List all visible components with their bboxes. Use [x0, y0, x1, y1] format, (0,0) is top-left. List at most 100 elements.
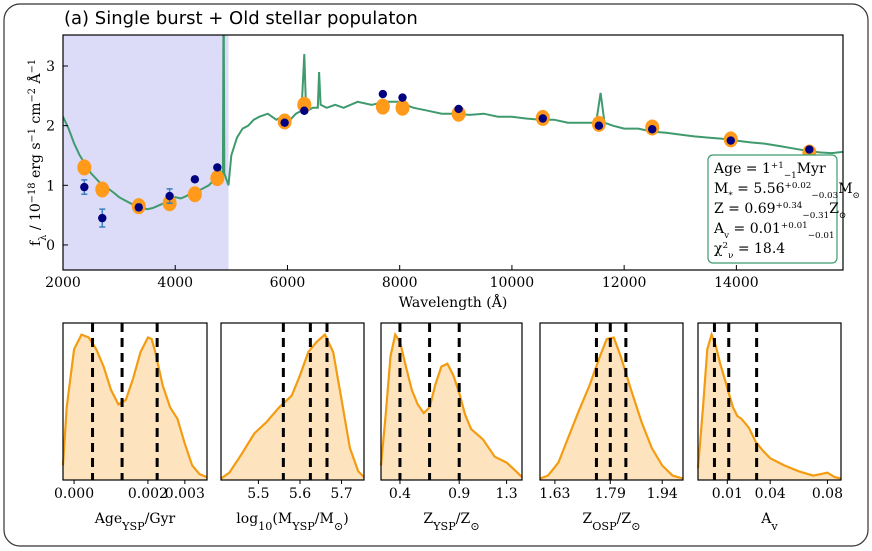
x-tick-label: 0.002	[128, 486, 168, 502]
y-tick-label: 2	[46, 119, 55, 135]
label-part: ⊙	[853, 191, 860, 201]
label-part: = 18.4	[733, 241, 785, 257]
axes-frame	[380, 322, 523, 481]
label-part: M	[714, 181, 728, 197]
label-part: (M	[272, 511, 292, 527]
label-part: YSP	[291, 520, 315, 533]
x-tick-label: 10000	[490, 275, 535, 291]
label-part: Z	[423, 511, 433, 527]
label-part: = 0.01	[729, 221, 781, 237]
x-tick-label: 6000	[270, 275, 306, 291]
label-part: Age = 1	[713, 161, 771, 177]
data-point	[805, 145, 814, 154]
x-tick-label: 0.003	[165, 486, 205, 502]
label-part: −0.31	[802, 211, 829, 221]
label-part: ⊙	[334, 520, 343, 533]
label-part: /Z	[456, 511, 471, 527]
model-point	[375, 98, 390, 115]
data-point	[165, 191, 174, 201]
x-tick-label: 1.3	[495, 486, 517, 502]
label-part: /Gyr	[145, 511, 176, 527]
density-fill	[63, 334, 207, 480]
label-part: −1	[784, 171, 797, 181]
label-part: +0.01	[781, 221, 808, 231]
data-point	[594, 121, 604, 130]
model-point	[95, 181, 110, 198]
axes-frame	[220, 322, 365, 481]
data-point	[398, 93, 407, 102]
label-part: cm	[28, 102, 44, 128]
y-axis-label: fλ / 10−18 erg s−1 cm−2 Å−1	[26, 59, 49, 246]
data-point	[280, 118, 289, 127]
label-part: +1	[771, 161, 784, 171]
x-tick-label: 0.4	[389, 486, 411, 502]
label-part: M	[838, 181, 852, 197]
label-part: χ	[714, 241, 723, 257]
axes-frame	[539, 322, 684, 481]
x-tick-label: 1.79	[595, 486, 626, 502]
label-part: −0.03	[811, 191, 838, 201]
x-axis-label: AgeYSP/Gyr	[94, 511, 176, 533]
label-part: A	[713, 221, 725, 237]
label-part: Z	[583, 511, 593, 527]
label-part: /M	[315, 511, 334, 527]
x-tick-label: 1.94	[647, 486, 678, 502]
label-part: Z	[829, 201, 839, 217]
label-part: *	[728, 191, 733, 201]
x-tick-label: 4000	[157, 275, 193, 291]
x-tick-label: 12000	[602, 275, 647, 291]
plot-area	[63, 35, 843, 228]
annotation-line: χ2ν = 18.4	[714, 241, 785, 261]
x-tick-label: 0.000	[54, 486, 94, 502]
x-axis-label: log10(MYSP/M⊙)	[236, 511, 348, 533]
data-point	[134, 203, 143, 212]
annotation-line: Z = 0.69+0.34−0.31Z⊙	[714, 201, 846, 221]
model-point	[395, 99, 410, 116]
annotation-line: Age = 1+1−1Myr	[713, 161, 826, 181]
data-point	[190, 175, 200, 184]
label-part: erg s	[28, 142, 44, 182]
x-tick-label: 0.04	[755, 486, 786, 502]
data-point	[98, 213, 107, 223]
label-part: log	[236, 511, 258, 527]
x-tick-label: 2000	[45, 275, 81, 291]
x-tick-label: 14000	[714, 275, 759, 291]
data-point	[80, 182, 89, 192]
label-part: ⊙	[470, 520, 479, 533]
data-point	[454, 104, 463, 114]
data-point	[300, 106, 309, 115]
label-part: 10	[258, 520, 272, 533]
data-point	[213, 163, 222, 172]
density-line	[220, 332, 365, 480]
label-part: /Z	[617, 511, 632, 527]
density-line	[379, 331, 523, 478]
axes-frame	[62, 34, 844, 271]
x-axis-label: Wavelength (Å)	[399, 293, 508, 311]
y-tick-label: 3	[46, 59, 55, 75]
density-fill	[698, 334, 841, 480]
label-part: v	[770, 520, 778, 533]
label-part: OSP	[592, 520, 617, 533]
x-axis-label: ZOSP/Z⊙	[583, 511, 641, 533]
label-part: +0.34	[776, 201, 803, 211]
label-part: YSP	[121, 520, 145, 533]
label-part: +0.02	[785, 181, 812, 191]
x-tick-label: 0.9	[448, 486, 470, 502]
label-part: A	[760, 511, 772, 527]
label-part: −18	[27, 183, 38, 204]
label-part: / 10	[28, 203, 44, 234]
label-part: )	[343, 511, 348, 527]
axes-frame	[62, 322, 208, 481]
data-point	[538, 114, 547, 123]
x-axis-label: Av	[760, 511, 778, 533]
label-part: −1	[27, 59, 38, 73]
y-tick-label: 1	[46, 178, 55, 194]
label-part: −1	[27, 128, 38, 142]
annotation-box	[707, 154, 838, 264]
label-part: ⊙	[631, 520, 640, 533]
data-point	[726, 136, 735, 145]
x-tick-label: 8000	[382, 275, 418, 291]
model-point	[187, 186, 202, 203]
frame	[3, 3, 869, 547]
